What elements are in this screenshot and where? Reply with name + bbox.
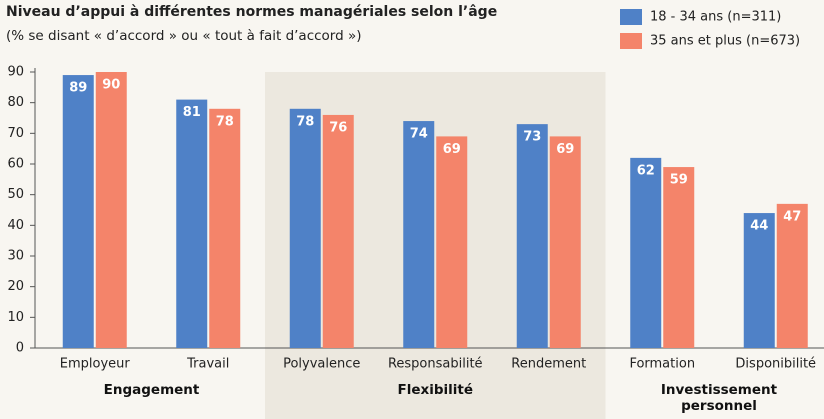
y-tick-label: 20 [7,279,24,294]
y-tick-label: 80 [7,95,24,110]
y-tick-label: 70 [7,126,24,141]
x-tick-label: Employeur [60,357,131,372]
bar [436,136,468,348]
value-label: 78 [216,114,234,129]
value-label: 74 [410,127,428,142]
x-tick-label: Disponibilité [735,357,816,372]
value-label: 81 [183,105,201,120]
value-label: 73 [523,130,541,145]
x-tick-label: Rendement [511,357,586,372]
group-label: Flexibilité [397,382,474,398]
bar [322,114,354,348]
value-label: 78 [296,114,314,129]
bar [663,167,695,348]
legend-swatch [620,9,642,25]
bar [776,203,808,348]
y-tick-label: 50 [7,187,24,202]
bar [95,72,127,348]
bar [176,99,208,348]
value-label: 44 [750,219,768,234]
x-tick-label: Travail [186,357,229,372]
y-tick-label: 60 [7,157,24,172]
y-tick-label: 30 [7,249,24,264]
x-tick-label: Responsabilité [388,357,483,372]
bar [516,124,548,348]
bar [289,108,321,348]
value-label: 47 [783,209,801,224]
value-label: 62 [637,163,655,178]
y-tick-label: 0 [16,341,24,356]
value-label: 90 [102,78,120,93]
x-tick-label: Formation [629,357,695,372]
value-label: 59 [670,173,688,188]
bar [209,108,241,348]
x-tick-label: Polyvalence [283,357,360,372]
legend-label: 35 ans et plus (n=673) [650,34,800,49]
chart-subtitle: (% se disant « d’accord » ou « tout à fa… [6,28,362,44]
value-label: 89 [69,81,87,96]
y-tick-label: 10 [7,310,24,325]
value-label: 76 [329,120,347,135]
chart-title: Niveau d’appui à différentes normes mana… [6,4,497,20]
bar [403,121,435,348]
y-tick-label: 40 [7,218,24,233]
bar [743,213,775,348]
value-label: 69 [443,142,461,157]
bar [62,75,94,349]
legend-label: 18 - 34 ans (n=311) [650,10,781,25]
y-tick-label: 90 [7,65,24,80]
value-label: 69 [556,142,574,157]
bar [549,136,581,348]
group-label: Engagement [103,382,200,398]
bar [630,157,662,348]
group-label: Investissement personnel [660,382,778,414]
group-highlight [265,72,606,419]
legend-swatch [620,33,642,49]
